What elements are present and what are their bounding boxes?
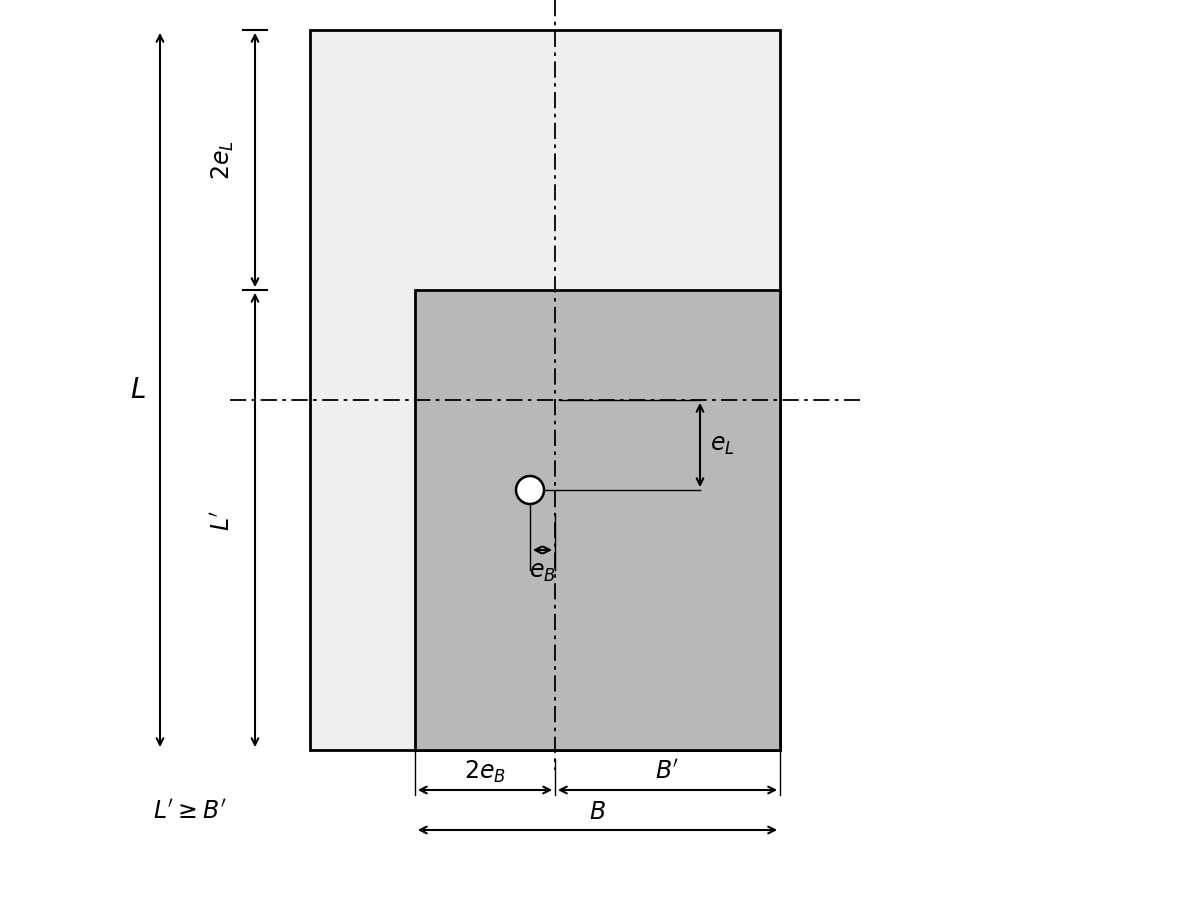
Text: $L'$: $L'$ — [211, 509, 235, 531]
Text: $2e_L$: $2e_L$ — [210, 140, 236, 180]
Text: $2e_B$: $2e_B$ — [464, 759, 506, 785]
Text: $B'$: $B'$ — [655, 760, 679, 784]
Circle shape — [516, 476, 544, 504]
Text: $L$: $L$ — [130, 376, 146, 404]
Text: $e_L$: $e_L$ — [709, 433, 734, 457]
Text: $e_B$: $e_B$ — [529, 560, 556, 584]
Text: $L' \geq B'$: $L' \geq B'$ — [154, 800, 227, 824]
Bar — [415, 290, 780, 750]
Text: $B$: $B$ — [589, 800, 606, 824]
Bar — [310, 30, 780, 750]
